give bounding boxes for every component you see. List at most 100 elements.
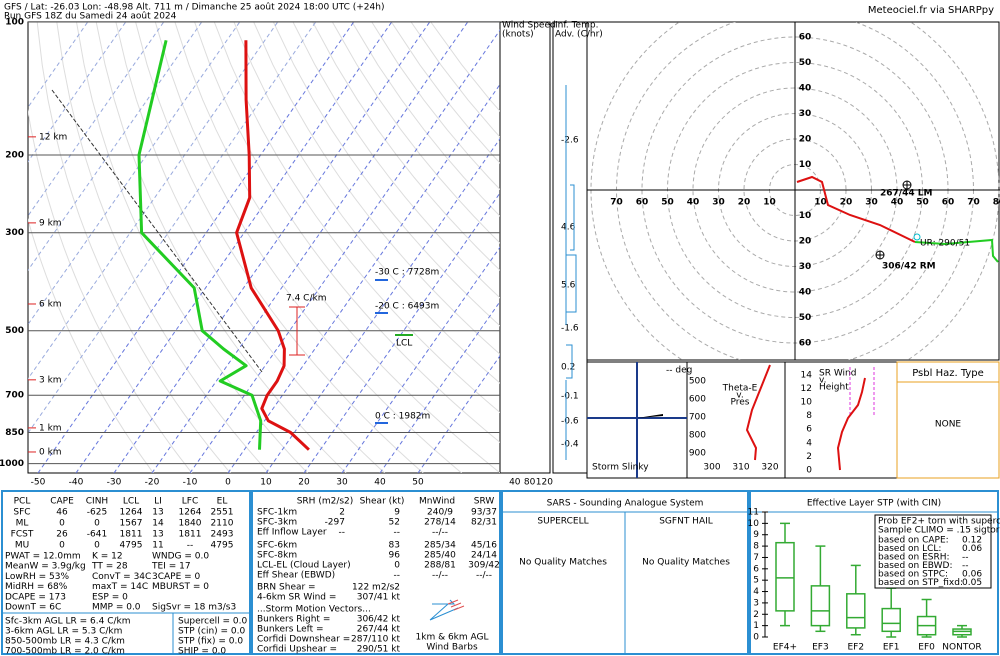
annotation: 0 C : 1982m <box>375 412 430 422</box>
y-tick-label: 10 <box>748 519 760 529</box>
table-cell: 2 <box>339 508 345 518</box>
y-tick-label: 7 <box>753 553 759 563</box>
panel-title: Wind Speed <box>502 21 556 31</box>
height-label: 3 km <box>39 375 62 385</box>
hodo-trace <box>796 175 916 243</box>
y-tick-label: 900 <box>689 449 706 459</box>
dry-adiabat <box>95 22 347 473</box>
height-label: 9 km <box>39 218 62 228</box>
table-cell: 13 <box>152 508 163 518</box>
panel-title: SARS - Sounding Analogue System <box>547 499 704 509</box>
dry-adiabat <box>56 22 270 473</box>
row-label: Eff Inflow Layer <box>257 528 327 538</box>
adv-frame <box>552 21 588 474</box>
y-tick-label: 1 <box>753 621 759 631</box>
y-tick-label: 200 <box>5 150 24 160</box>
annotation: 7.4 C/km <box>286 294 326 304</box>
table-cell: --/-- <box>432 571 448 581</box>
isotherm <box>28 22 89 109</box>
y-tick-label: 0 <box>753 633 759 643</box>
index: LowRH = 53% <box>5 572 69 582</box>
x-tick-label: 80 <box>524 478 536 488</box>
composite: STP (fix) = 0.0 <box>178 637 243 647</box>
dry-adiabat <box>28 108 193 473</box>
table-cell: 267/44 kt <box>357 625 401 635</box>
hodo-label: 306/42 RM <box>882 262 936 272</box>
table-header: LFC <box>182 497 198 507</box>
row-label: 4-6km SR Wind = <box>257 593 336 603</box>
adv-label: -2.6 <box>561 136 579 146</box>
table-header: SRW <box>474 497 495 507</box>
lapse-bracket <box>289 306 305 356</box>
hodo-tick-label: 20 <box>799 237 812 247</box>
isotherm <box>28 22 165 217</box>
table-cell: 83 <box>389 541 400 551</box>
table-cell: ML <box>16 519 29 529</box>
panel-title: Adv. (C/hr) <box>555 30 603 40</box>
row-label: SFC-3km <box>257 518 297 528</box>
x-tick-label: 20 <box>298 478 310 488</box>
table-header: Shear (kt) <box>360 497 405 507</box>
table-header: SRH (m2/s2) <box>297 497 354 507</box>
isotherm <box>417 354 500 473</box>
isotherm <box>28 22 317 434</box>
lapse-rate: 700-500mb LR = 2.0 C/km <box>5 647 125 656</box>
dry-adiabat <box>272 22 500 327</box>
y-tick-label: 9 <box>753 530 759 540</box>
legend-box <box>874 514 992 589</box>
y-tick-label: 800 <box>689 431 706 441</box>
wind-frame <box>499 21 551 474</box>
index: SigSvr = 18 m3/s3 <box>152 603 236 613</box>
isotherm <box>303 192 500 473</box>
table-cell: 287/110 kt <box>351 635 400 645</box>
header-line: Run GFS 18Z du Samedi 24 août 2024 <box>4 12 177 22</box>
table-cell: -- <box>394 528 401 538</box>
hodo-tick-label: 50 <box>799 58 812 68</box>
index: maxT = 14C <box>92 582 148 592</box>
isotherm <box>28 22 241 326</box>
index: DownT = 6C <box>5 603 61 613</box>
storm-marker <box>875 250 885 260</box>
note: Wind Barbs <box>426 643 478 653</box>
legend-label: based on CAPE: <box>878 536 949 546</box>
y-tick-label: 3 <box>753 598 759 608</box>
table-cell: --/-- <box>476 571 492 581</box>
hodo-tick-label: 10 <box>814 198 827 208</box>
hodo-label: 267/44 LM <box>880 189 932 199</box>
table-cell: 1264 <box>179 508 202 518</box>
adv-label: 5.6 <box>561 281 576 291</box>
isotherm <box>189 29 500 473</box>
table-cell: -625 <box>87 508 107 518</box>
table-cell: 1811 <box>179 530 202 540</box>
table-header: CINH <box>86 497 108 507</box>
hodo-frame <box>586 21 1000 361</box>
y-tick-label: 11 <box>748 508 759 518</box>
table-cell: 290/51 kt <box>357 645 401 655</box>
legend-value: 0.05 <box>962 578 982 588</box>
skewt-plot <box>28 22 500 473</box>
index: 3CAPE = 0 <box>152 572 201 582</box>
table-cell: 96 <box>389 551 401 561</box>
y-tick-label: 850 <box>5 428 24 438</box>
x-tick-label: EF1 <box>883 643 900 653</box>
hodo-tick-label: 20 <box>799 135 812 145</box>
hodo-tick-label: 30 <box>799 109 812 119</box>
panel <box>1 490 251 655</box>
x-tick-label: -50 <box>31 478 46 488</box>
composite: SHIP = 0.0 <box>178 647 226 656</box>
note: 1km & 6km AGL <box>416 633 489 643</box>
index: K = 12 <box>92 552 123 562</box>
y-tick-label: 500 <box>689 377 706 387</box>
hodo-tick-label: 40 <box>799 84 812 94</box>
y-tick-label: 500 <box>5 326 24 336</box>
hodo-tick-label: 30 <box>799 262 812 272</box>
isotherm <box>151 22 469 473</box>
hodo-tick-label: 50 <box>916 198 929 208</box>
storm-marker <box>913 233 921 241</box>
hodo-tick-label: 80 <box>993 198 1000 208</box>
height-label: 0 km <box>39 447 62 457</box>
table-cell: 1811 <box>120 530 143 540</box>
hodo-tick-label: 50 <box>799 313 812 323</box>
table-cell: 306/42 kt <box>357 615 401 625</box>
